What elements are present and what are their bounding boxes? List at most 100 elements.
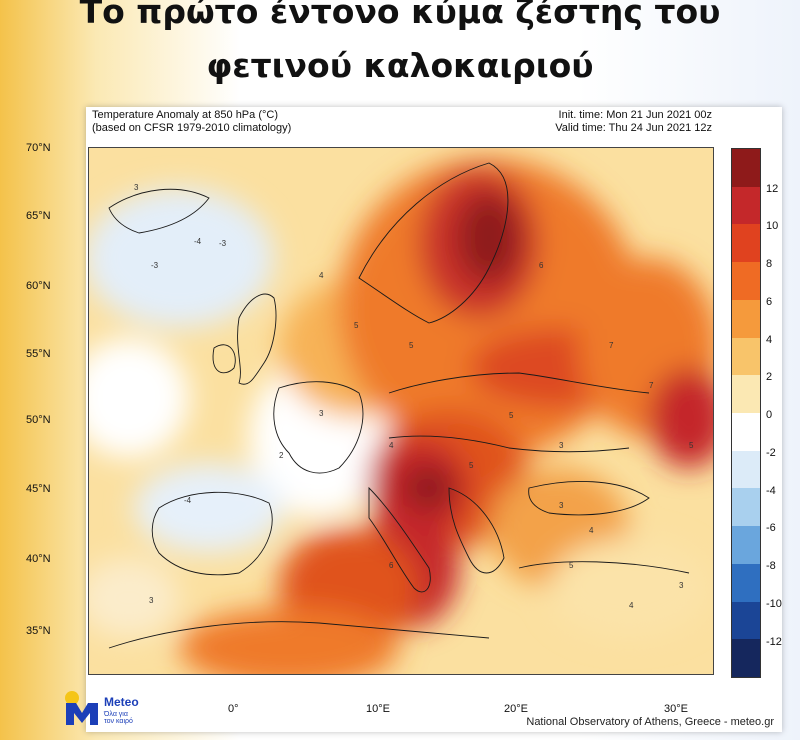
coast-turkey [518,561,690,574]
map-title-line2: (based on CFSR 1979-2010 climatology) [92,122,292,134]
color-scale-label: -2 [766,447,776,459]
color-scale-label: -6 [766,522,776,534]
color-swatch [732,149,760,187]
contour-label: 3 [134,183,139,192]
coast-iberia [151,491,273,576]
color-scale [731,148,761,678]
contour-label: 3 [149,596,154,605]
contour-label: 4 [589,526,594,535]
border-central-europe [388,435,630,453]
mild-area-turkey [549,538,709,638]
color-swatch [732,299,760,338]
contour-label: 7 [609,341,614,350]
coast-ireland [212,344,236,374]
contour-label: 4 [389,441,394,450]
color-scale-label: 10 [766,220,779,232]
color-scale-label: 4 [766,334,773,346]
meteo-logo: Meteo Όλα για τον καιρό [62,689,202,729]
map-title: Temperature Anomaly at 850 hPa (°C) (bas… [92,109,291,135]
color-swatch [732,413,760,451]
color-scale-label: -12 [766,636,782,648]
contour-label: -3 [219,239,227,248]
map-title-line1: Temperature Anomaly at 850 hPa (°C) [92,109,278,121]
color-scale-label: 0 [766,409,773,421]
lat-label: 50°N [26,414,51,426]
border-northern-plain [388,372,650,394]
meteo-logo-name: Meteo [104,695,139,709]
cool-area-iberia [134,463,284,553]
contour-label: -4 [194,237,202,246]
contour-label: 5 [509,411,514,420]
hot-area-ukraine-east [649,368,713,468]
lat-label: 60°N [26,280,51,292]
warm-area-north-africa [179,608,399,674]
color-scale-label: -4 [766,485,776,497]
coast-greece [448,487,505,574]
mild-area-southwest [89,558,179,638]
cool-area-north-atlantic [89,188,274,328]
coast-britain [237,293,277,385]
contour-labels: -4 -3 -3 3 4 5 5 6 7 3 4 5 2 3 5 7 3 4 3… [134,183,694,610]
color-swatch [732,262,760,300]
color-scale-label: -8 [766,560,776,572]
contour-label: 3 [559,501,564,510]
color-swatch [732,639,760,678]
contour-label: 5 [409,341,414,350]
map-card: Temperature Anomaly at 850 hPa (°C) (bas… [26,107,782,732]
lon-label: 20°E [504,703,528,715]
color-swatch [732,224,760,263]
contour-label: 2 [279,451,284,460]
peak-area-balkans [403,466,455,510]
color-scale-label: 8 [766,258,773,270]
contour-label: -4 [184,496,192,505]
contour-label: 5 [354,321,359,330]
neutral-area-atlantic [89,338,189,458]
anomaly-map: -4 -3 -3 3 4 5 5 6 7 3 4 5 2 3 5 7 3 4 3… [88,147,714,675]
contour-label: 3 [559,441,564,450]
coast-italy [368,486,431,593]
lat-label: 55°N [26,348,51,360]
contour-label: 4 [319,271,324,280]
contour-label: 4 [629,601,634,610]
color-swatch [732,601,760,640]
color-scale-label: -10 [766,598,782,610]
color-swatch [732,186,760,225]
coast-scandinavia [358,162,509,324]
color-swatch [732,526,760,564]
map-credit: National Observatory of Athens, Greece -… [526,716,774,728]
color-swatch [732,450,760,489]
lon-label: 30°E [664,703,688,715]
color-swatch [732,375,760,414]
meteo-logo-icon [65,691,98,725]
lat-label: 45°N [26,483,51,495]
color-swatch [732,563,760,602]
contour-label: 6 [389,561,394,570]
coast-north-africa [108,621,490,649]
anomaly-fields [89,158,713,674]
init-time: Init. time: Mon 21 Jun 2021 00z [558,109,712,121]
lat-label: 35°N [26,625,51,637]
page-title-line1: Το πρώτο έντονο κύμα ζέστης του [79,0,721,31]
lat-label: 40°N [26,553,51,565]
lat-label: 70°N [26,142,51,154]
contour-label: 5 [569,561,574,570]
contour-label: 3 [319,409,324,418]
contour-label: -3 [151,261,159,270]
page-title-line2: φετινού καλοκαιριού [206,46,594,85]
meteo-logo-tagline-1: Όλα για [104,711,128,718]
anomaly-map-svg: -4 -3 -3 3 4 5 5 6 7 3 4 5 2 3 5 7 3 4 3… [89,148,713,674]
lon-label: 0° [228,703,239,715]
map-times: Init. time: Mon 21 Jun 2021 00z Valid ti… [555,109,712,135]
coast-iceland [108,188,210,234]
coastlines [108,162,690,649]
contour-label: 7 [649,381,654,390]
color-swatch [732,337,760,376]
color-scale-label: 12 [766,183,779,195]
contour-label: 5 [689,441,694,450]
color-scale-label: 6 [766,296,773,308]
contour-label: 5 [469,461,474,470]
contour-label: 3 [679,581,684,590]
valid-time: Valid time: Thu 24 Jun 2021 12z [555,122,712,134]
lat-label: 65°N [26,210,51,222]
coast-france [273,381,364,474]
